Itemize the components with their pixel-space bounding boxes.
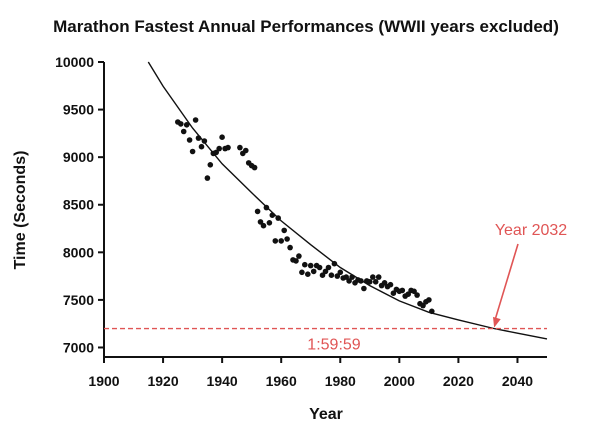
y-axis-label: Time (Seconds) — [12, 151, 29, 270]
data-point — [325, 264, 332, 271]
data-point — [213, 149, 219, 156]
data-point — [334, 273, 341, 279]
x-tick-label: 1900 — [88, 373, 119, 389]
fit-curve — [147, 61, 548, 340]
annotations: Year 2032 1:59:59 — [307, 222, 567, 354]
data-point — [319, 272, 326, 279]
data-point — [225, 144, 231, 151]
plot-area — [104, 61, 548, 340]
y-tick-label: 8500 — [63, 197, 94, 213]
data-point — [257, 219, 264, 225]
x-tick-label: 2020 — [443, 373, 474, 389]
data-point — [420, 302, 426, 309]
data-point — [372, 279, 379, 285]
data-point — [243, 147, 249, 154]
data-point — [361, 285, 367, 292]
data-point — [237, 144, 243, 151]
data-point — [343, 274, 350, 280]
data-point — [381, 280, 388, 286]
data-point — [426, 297, 432, 303]
data-point — [204, 175, 211, 181]
data-point — [390, 290, 397, 297]
chart-title: Marathon Fastest Annual Performances (WW… — [53, 17, 559, 36]
y-axis: 7000 7500 8000 8500 9000 9500 10000 — [55, 54, 105, 357]
y-tick-label: 7000 — [63, 339, 94, 355]
data-point — [251, 164, 258, 171]
y-ticks: 7000 7500 8000 8500 9000 9500 10000 — [55, 54, 104, 355]
data-point — [296, 253, 302, 259]
x-axis-label: Year — [309, 406, 343, 423]
data-point — [278, 238, 285, 244]
x-tick-label: 1960 — [266, 373, 297, 389]
data-point — [293, 258, 299, 264]
data-point — [405, 291, 412, 298]
data-point — [367, 279, 373, 285]
data-point — [310, 268, 317, 275]
data-point — [183, 122, 190, 128]
x-tick-label: 1920 — [147, 373, 178, 389]
data-point — [266, 220, 273, 226]
data-point — [305, 271, 311, 278]
data-point — [337, 269, 344, 276]
x-tick-label: 2000 — [384, 373, 415, 389]
data-point — [180, 128, 187, 135]
data-point — [178, 121, 184, 127]
x-tick-label: 2040 — [502, 373, 533, 389]
x-axis: 1900 1920 1940 1960 1980 2000 2020 2040 — [88, 356, 547, 389]
annotation-arrow-line — [494, 243, 519, 321]
y-tick-label: 7500 — [63, 292, 94, 308]
x-ticks: 1900 1920 1940 1960 1980 2000 2020 2040 — [88, 357, 533, 389]
data-point — [411, 288, 417, 295]
data-point — [307, 262, 314, 269]
data-point — [272, 238, 279, 244]
data-point — [216, 145, 222, 152]
data-point — [299, 269, 305, 276]
data-point — [302, 261, 308, 268]
data-point — [186, 137, 193, 143]
annotation-arrowhead — [493, 316, 501, 328]
data-point — [198, 143, 205, 150]
data-point — [207, 162, 214, 168]
data-point — [370, 274, 376, 280]
y-tick-label: 10000 — [55, 54, 94, 70]
data-point — [284, 236, 290, 242]
data-point — [414, 292, 420, 298]
target-time-label: 1:59:59 — [307, 337, 360, 354]
y-tick-label: 9000 — [63, 149, 94, 165]
data-point — [316, 264, 323, 271]
year-annotation-label: Year 2032 — [495, 222, 567, 239]
data-point — [219, 134, 225, 140]
data-point — [189, 148, 196, 155]
x-tick-label: 1980 — [325, 373, 356, 389]
data-point — [281, 227, 288, 234]
data-point — [399, 287, 406, 294]
data-point — [328, 272, 335, 279]
data-point — [375, 274, 382, 280]
y-tick-label: 8000 — [63, 244, 94, 260]
data-point — [346, 278, 352, 284]
data-point — [287, 244, 293, 251]
data-point — [254, 208, 261, 215]
data-point — [192, 117, 199, 123]
x-tick-label: 1940 — [207, 373, 238, 389]
y-tick-label: 9500 — [63, 102, 94, 118]
data-point — [387, 281, 394, 288]
data-point — [260, 222, 267, 229]
data-point — [322, 268, 329, 275]
